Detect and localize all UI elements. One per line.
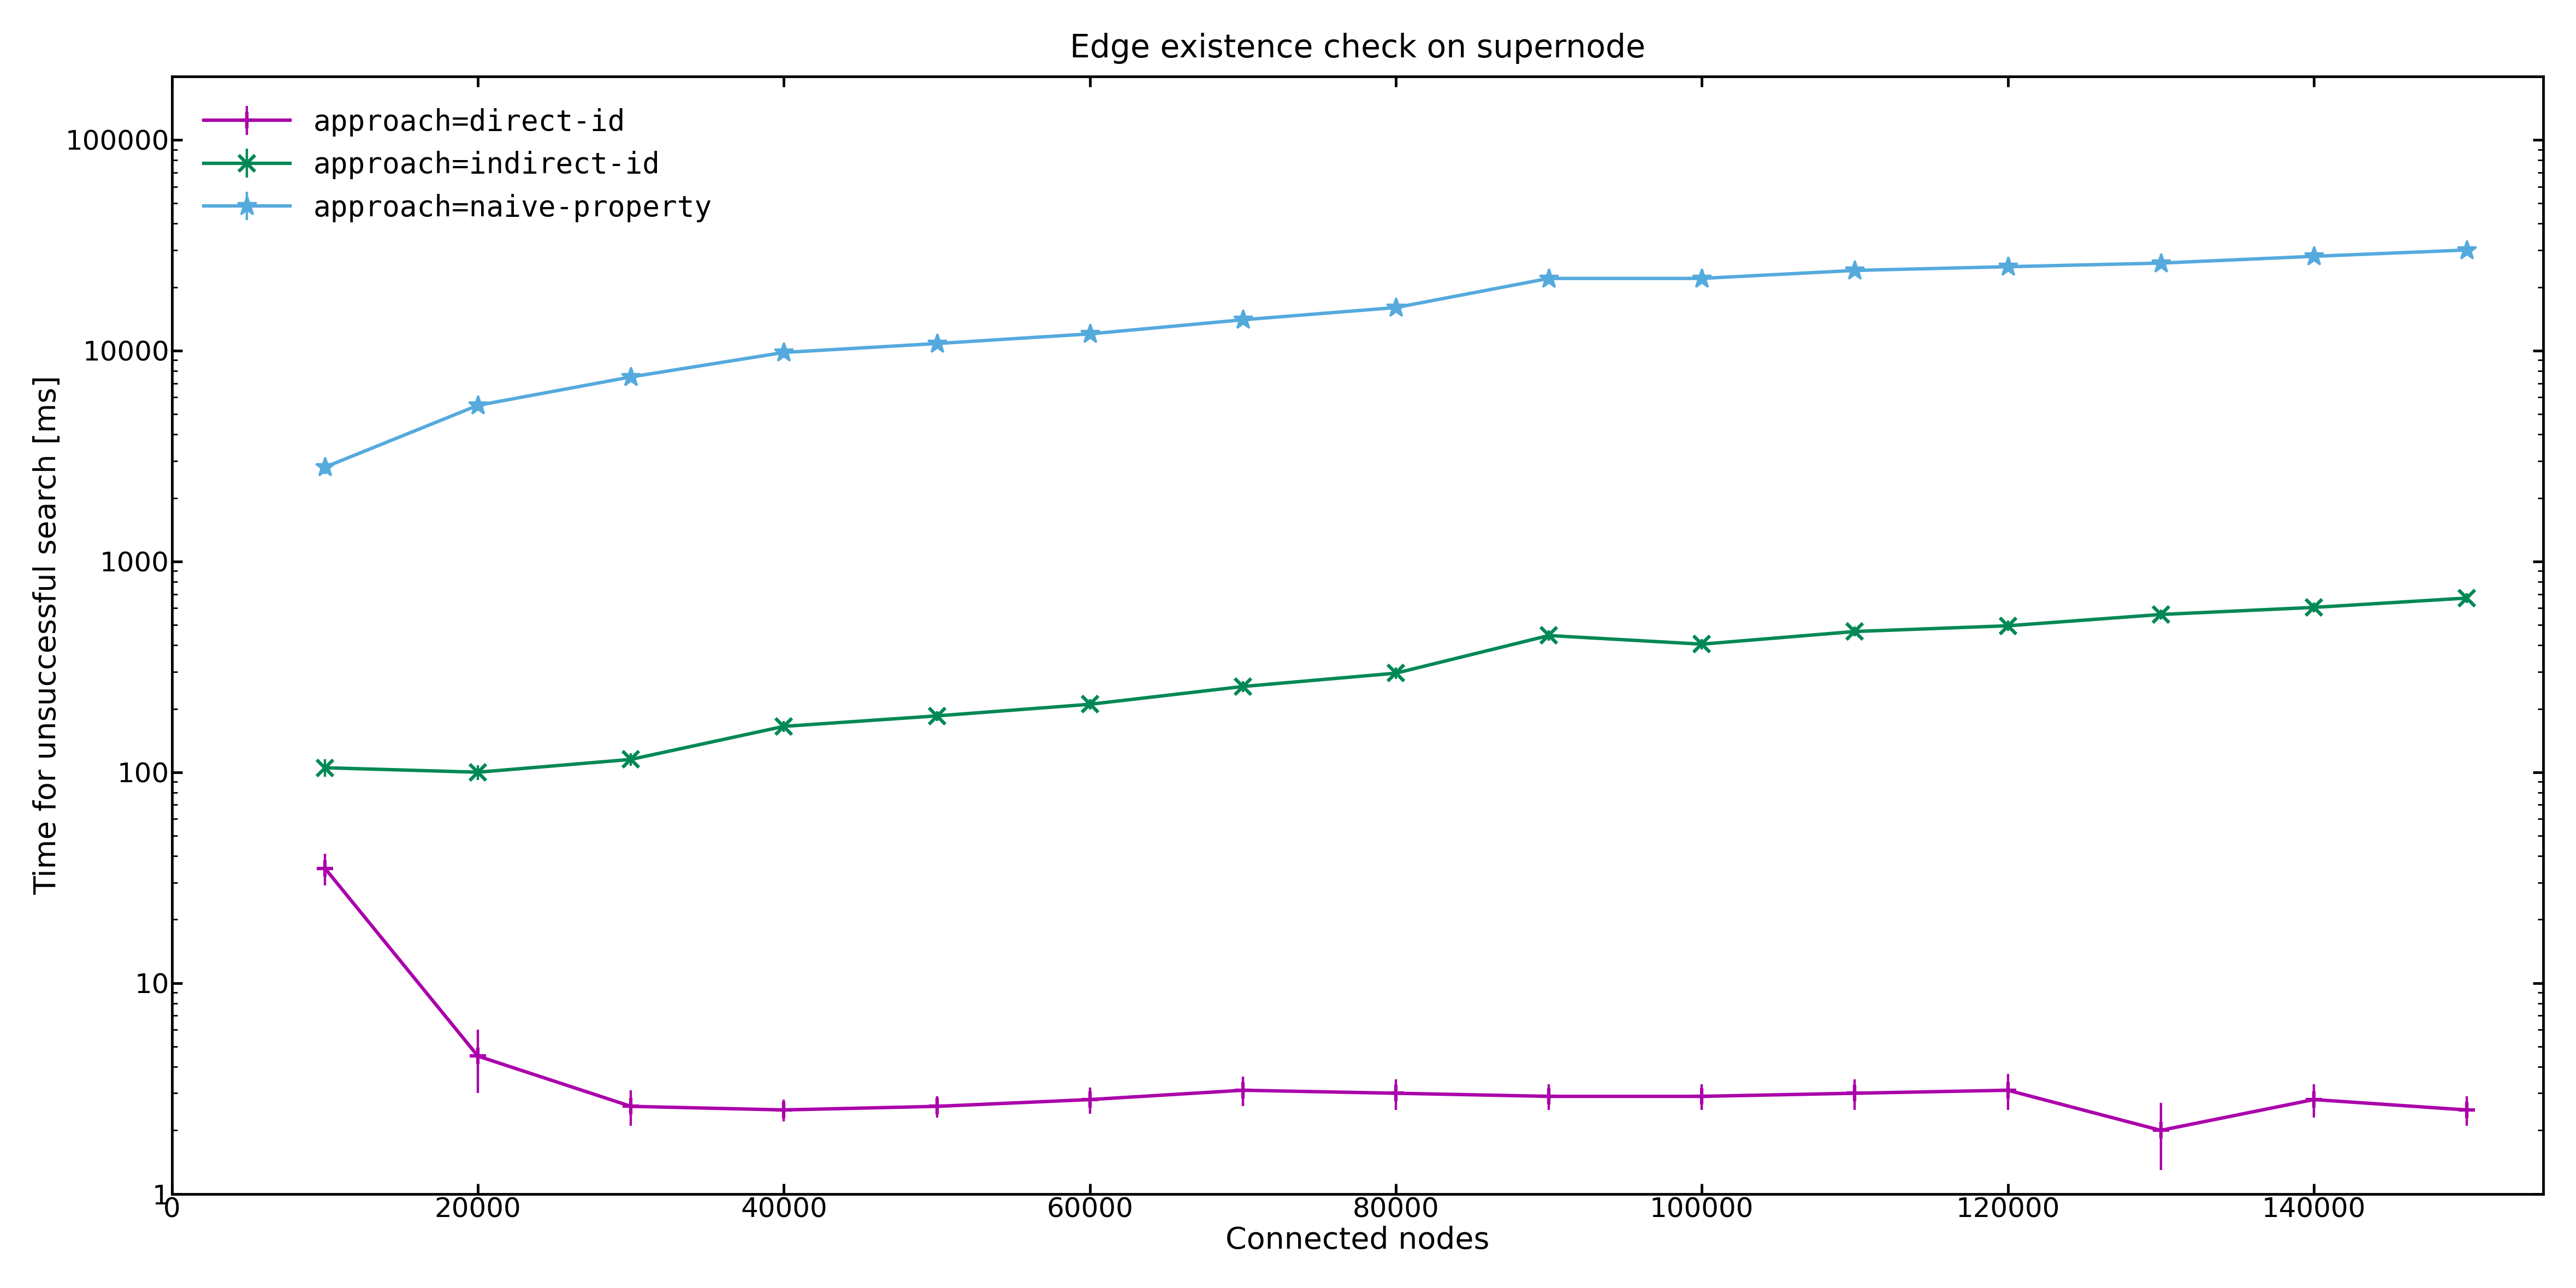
X-axis label: Connected nodes: Connected nodes <box>1226 1226 1489 1256</box>
Title: Edge existence check on supernode: Edge existence check on supernode <box>1069 32 1646 64</box>
Y-axis label: Time for unsuccessful search [ms]: Time for unsuccessful search [ms] <box>33 375 62 895</box>
Legend: approach=direct-id, approach=indirect-id, approach=naive-property: approach=direct-id, approach=indirect-id… <box>185 90 729 240</box>
